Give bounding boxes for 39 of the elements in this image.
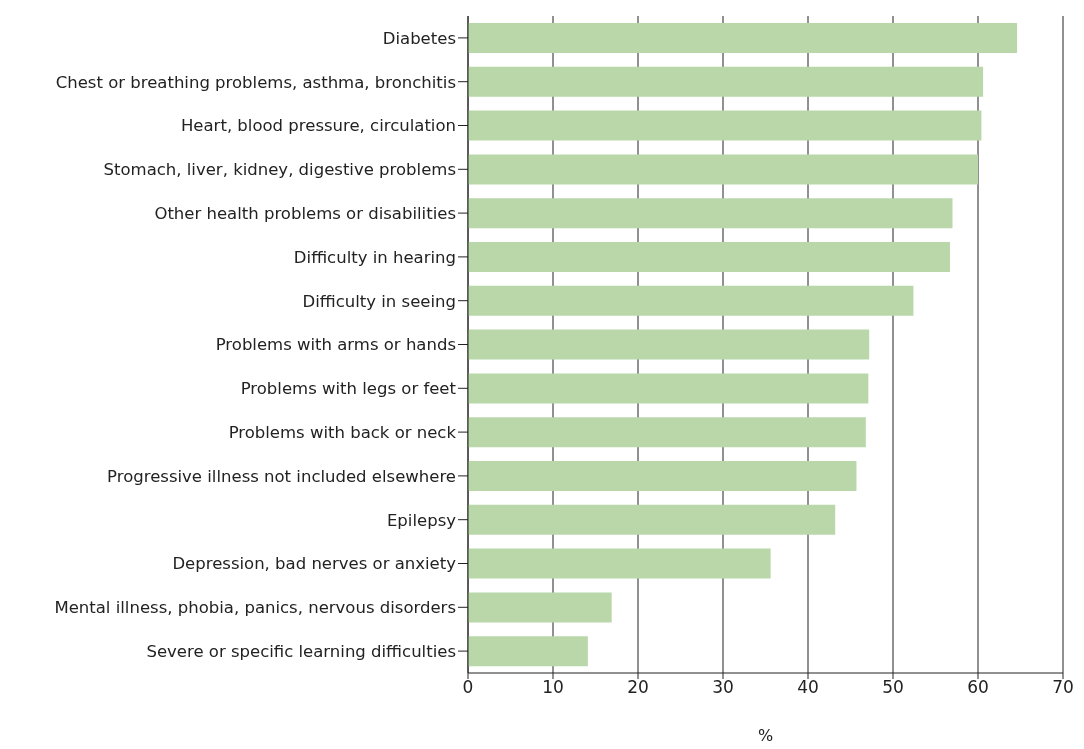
- bar: [468, 504, 836, 535]
- y-tick-label: Problems with legs or feet: [240, 379, 457, 399]
- y-tick-label: Severe or specific learning difficulties: [146, 641, 456, 661]
- x-axis-title: %: [757, 726, 774, 745]
- x-tick-label: 0: [462, 677, 474, 698]
- bar: [468, 461, 857, 492]
- y-tick-label: Difficulty in hearing: [293, 247, 456, 267]
- bar: [468, 242, 950, 273]
- y-tick-label: Other health problems or disabilities: [154, 203, 456, 223]
- y-tick-label: Mental illness, phobia, panics, nervous disorders: [54, 598, 456, 618]
- bar: [468, 66, 984, 97]
- y-tick-label: Epilepsy: [386, 510, 457, 530]
- bar: [468, 154, 978, 185]
- x-tick-label: 40: [797, 677, 819, 698]
- bar: [468, 417, 866, 448]
- x-tick-label: 60: [967, 677, 989, 698]
- x-tick-label: 30: [712, 677, 734, 698]
- y-tick-label: Depression, bad nerves or anxiety: [172, 554, 457, 574]
- x-tick-label: 50: [882, 677, 904, 698]
- y-tick-label: Diabetes: [382, 28, 456, 48]
- y-tick-label: Heart, blood pressure, circulation: [180, 116, 456, 136]
- bar: [468, 373, 869, 404]
- bar: [468, 548, 771, 579]
- y-tick-label: Problems with arms or hands: [215, 335, 456, 355]
- bar: [468, 23, 1018, 54]
- y-tick-label: Difficulty in seeing: [302, 291, 456, 311]
- y-tick-label: Problems with back or neck: [228, 422, 457, 442]
- bar: [468, 285, 914, 316]
- x-tick-label: 10: [542, 677, 564, 698]
- x-tick-label: 20: [627, 677, 649, 698]
- x-tick-label: 70: [1052, 677, 1074, 698]
- y-tick-label: Progressive illness not included elsewhere: [107, 466, 456, 486]
- y-tick-label: Stomach, liver, kidney, digestive problems: [103, 160, 456, 180]
- bar: [468, 329, 870, 360]
- bar: [468, 110, 982, 141]
- bar: [468, 592, 612, 623]
- y-tick-label: Chest or breathing problems, asthma, bronchitis: [55, 72, 456, 92]
- bar: [468, 198, 953, 229]
- bar: [468, 636, 588, 667]
